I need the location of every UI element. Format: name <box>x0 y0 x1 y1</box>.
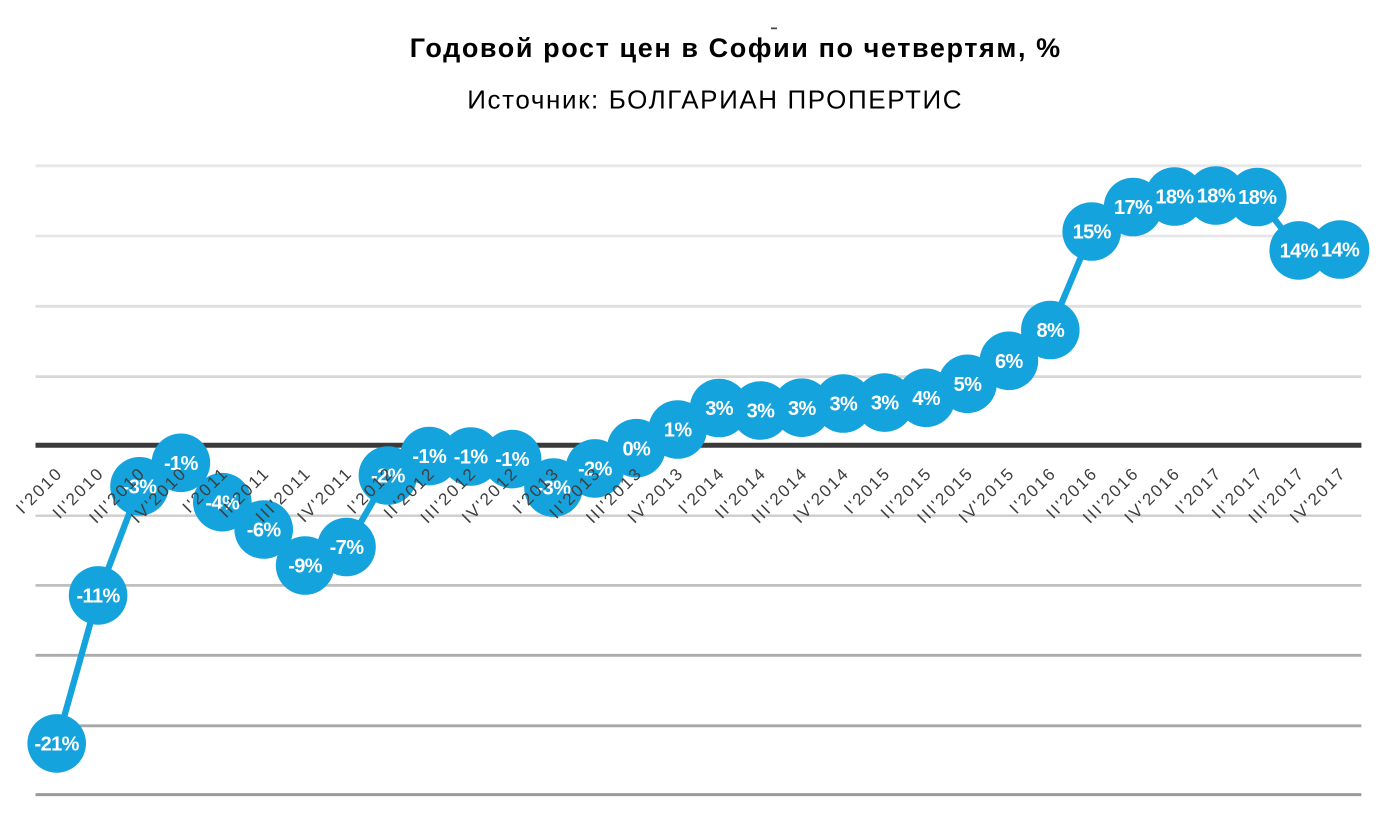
svg-text:-3%: -3% <box>537 478 572 500</box>
svg-text:-1%: -1% <box>412 446 447 468</box>
svg-text:-11%: -11% <box>77 586 121 608</box>
svg-text:3%: 3% <box>829 394 858 416</box>
svg-text:-7%: -7% <box>330 537 365 559</box>
svg-text:8%: 8% <box>1036 320 1065 342</box>
svg-text:Источник: БОЛГАРИАН ПРОПЕРТИС: Источник: БОЛГАРИАН ПРОПЕРТИС <box>467 85 963 115</box>
svg-text:-3%: -3% <box>123 476 158 498</box>
svg-text:3%: 3% <box>788 398 817 420</box>
svg-text:3%: 3% <box>747 401 776 423</box>
svg-text:-6%: -6% <box>247 520 282 542</box>
svg-text:-2%: -2% <box>578 459 613 481</box>
svg-text:18%: 18% <box>1155 187 1194 209</box>
svg-text:3%: 3% <box>705 398 734 420</box>
svg-text:-9%: -9% <box>288 556 323 578</box>
svg-text:4%: 4% <box>912 388 941 410</box>
svg-text:14%: 14% <box>1321 240 1360 262</box>
svg-text:1%: 1% <box>664 420 693 442</box>
svg-text:0%: 0% <box>622 438 651 460</box>
svg-text:-2%: -2% <box>371 466 406 488</box>
svg-text:6%: 6% <box>995 351 1024 373</box>
svg-text:5%: 5% <box>954 374 983 396</box>
svg-text:-1%: -1% <box>454 447 489 469</box>
svg-text:3%: 3% <box>871 393 900 415</box>
svg-text:-1%: -1% <box>495 449 530 471</box>
svg-text:-4%: -4% <box>205 492 240 514</box>
svg-text:14%: 14% <box>1280 241 1319 263</box>
svg-text:18%: 18% <box>1197 186 1236 208</box>
svg-text:15%: 15% <box>1073 222 1112 244</box>
svg-text:-21%: -21% <box>35 734 80 756</box>
svg-text:17%: 17% <box>1114 197 1153 219</box>
svg-text:18%: 18% <box>1238 187 1277 209</box>
svg-text:Годовой рост цен в Софии по че: Годовой рост цен в Софии по четвертям, % <box>410 33 1062 63</box>
svg-text:-1%: -1% <box>164 453 199 475</box>
